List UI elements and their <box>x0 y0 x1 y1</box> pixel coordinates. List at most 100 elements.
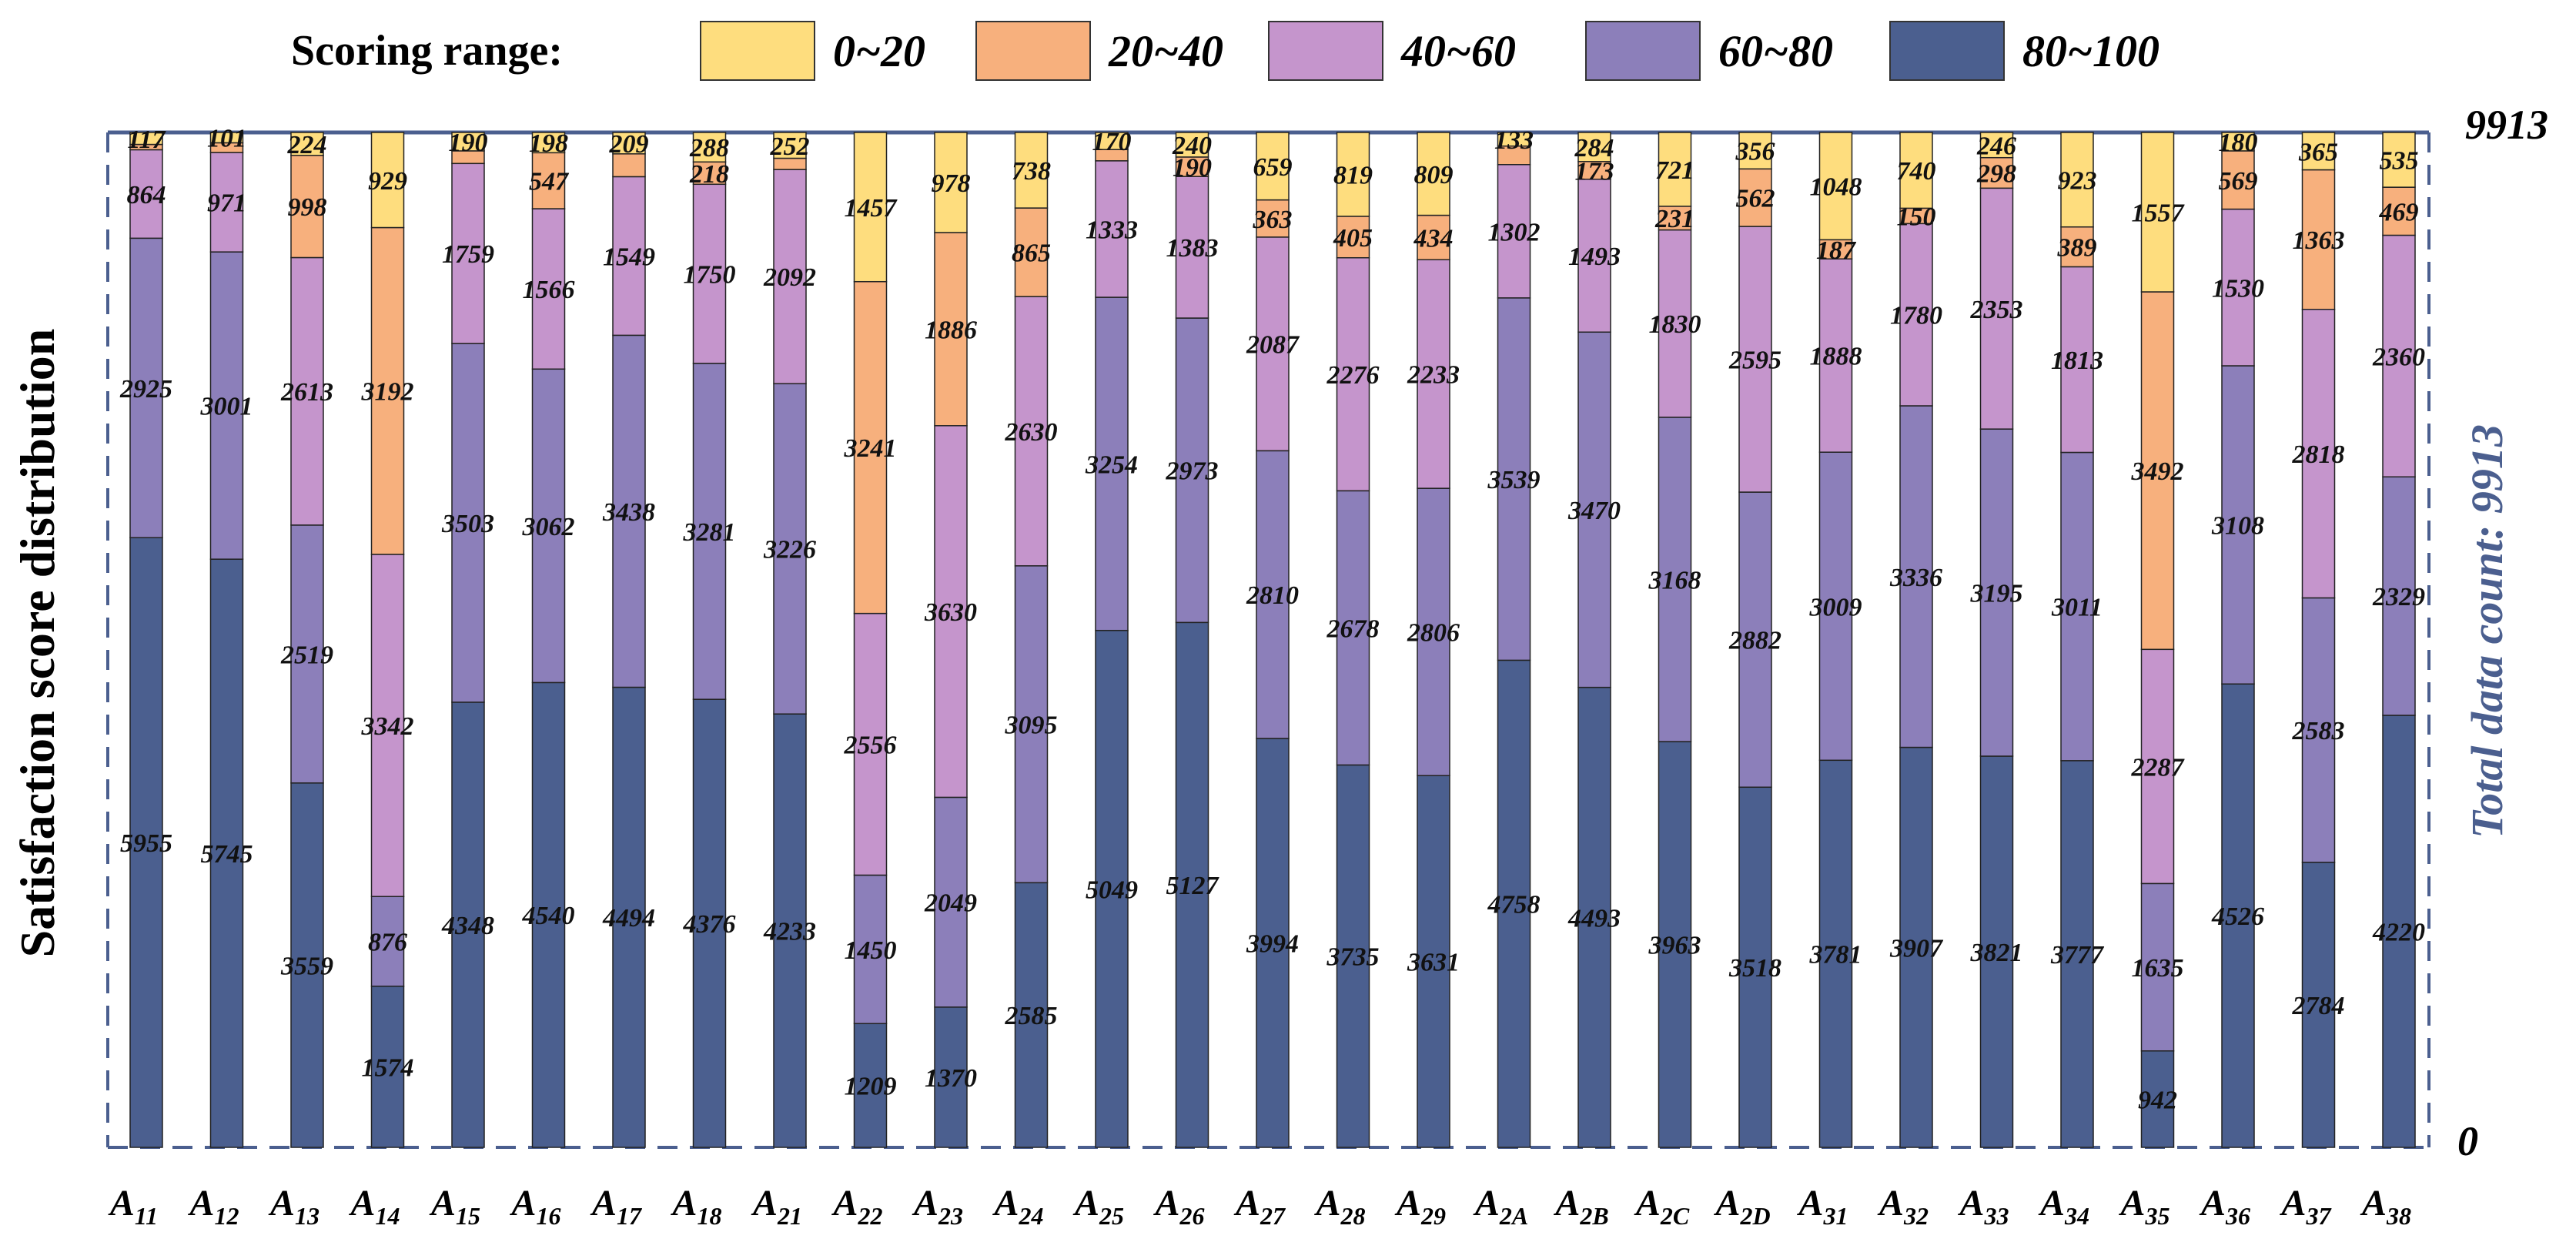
data-label-A2B-60~80: 3470 <box>1567 497 1621 525</box>
bar-segment-A37-80~100 <box>2301 862 2336 1148</box>
bar-segment-A22-0~20 <box>853 132 888 283</box>
bar-segment-A16-40~60 <box>531 208 566 370</box>
data-label-A23-20~40: 1886 <box>925 316 977 344</box>
data-label-A35-80~100: 942 <box>2138 1086 2177 1114</box>
data-label-A23-80~100: 1370 <box>925 1064 977 1093</box>
legend-label-0~20: 0~20 <box>833 26 925 76</box>
x-tick-label-A11: A11 <box>108 1183 158 1230</box>
x-tick-label-A12: A12 <box>187 1183 239 1230</box>
x-tick-label-A34: A34 <box>2038 1183 2089 1230</box>
data-label-A13-40~60: 2613 <box>280 378 333 407</box>
data-label-A29-40~60: 2233 <box>1407 361 1460 390</box>
bar-segment-A2D-0~20 <box>1738 132 1772 170</box>
data-label-A28-20~40: 405 <box>1333 224 1373 253</box>
bar-segment-A2D-80~100 <box>1738 786 1772 1148</box>
bar-segment-A14-20~40 <box>370 226 405 555</box>
bar-segment-A2C-0~20 <box>1658 132 1692 207</box>
data-label-A16-80~100: 4540 <box>522 902 575 930</box>
bar-segment-A36-0~20 <box>2221 132 2255 152</box>
bar-segment-A12-0~20 <box>209 132 244 144</box>
bar-segment-A11-80~100 <box>129 537 163 1148</box>
bar-segment-A38-0~20 <box>2382 132 2416 188</box>
x-tick-label-A17: A17 <box>590 1183 643 1230</box>
data-label-A29-80~100: 3631 <box>1407 949 1460 977</box>
bar-segment-A23-0~20 <box>934 132 968 233</box>
x-tick-label-A2D: A2D <box>1713 1183 1770 1230</box>
bar-segment-A24-60~80 <box>1014 565 1049 884</box>
data-label-A18-40~60: 1750 <box>684 261 736 290</box>
bar-segment-A13-0~20 <box>290 132 324 156</box>
data-label-A34-0~20: 923 <box>2058 166 2097 195</box>
bar-segment-A26-40~60 <box>1175 176 1209 319</box>
data-label-A2D-40~60: 2595 <box>1728 347 1781 375</box>
data-label-A32-80~100: 3907 <box>1889 934 1944 963</box>
bar-segment-A23-80~100 <box>934 1006 968 1148</box>
data-label-A22-80~100: 1209 <box>845 1073 897 1101</box>
x-tick-label-A31: A31 <box>1796 1183 1848 1230</box>
bar-segment-A25-80~100 <box>1095 629 1129 1148</box>
data-label-A13-60~80: 2519 <box>280 641 333 669</box>
bar-segment-A28-40~60 <box>1336 256 1370 492</box>
data-label-A16-0~20: 198 <box>529 129 568 158</box>
data-label-A17-80~100: 4494 <box>602 904 655 933</box>
bar-segment-A35-40~60 <box>2140 648 2175 885</box>
bar-segment-A17-80~100 <box>612 686 646 1148</box>
data-label-A37-80~100: 2784 <box>2292 992 2345 1020</box>
x-tick-label-A14: A14 <box>348 1183 400 1230</box>
data-label-A18-0~20: 288 <box>689 134 729 162</box>
x-tick-label-A37: A37 <box>2279 1183 2332 1230</box>
bar-segment-A29-40~60 <box>1417 259 1450 489</box>
bar-segment-A21-40~60 <box>773 169 807 385</box>
x-tick-label-A24: A24 <box>992 1183 1043 1230</box>
x-tick-label-A27: A27 <box>1233 1183 1286 1230</box>
data-label-A2A-40~60: 1302 <box>1488 218 1541 246</box>
bar-segment-A13-80~100 <box>290 782 324 1148</box>
bar-segment-A27-0~20 <box>1256 132 1290 201</box>
data-label-A23-60~80: 2049 <box>924 889 977 918</box>
bar-segment-A2C-40~60 <box>1658 229 1692 418</box>
bar-segment-A37-0~20 <box>2301 132 2336 171</box>
data-label-A27-40~60: 2087 <box>1246 331 1300 360</box>
bar-segment-A2B-0~20 <box>1577 132 1611 162</box>
bar-segment-A24-40~60 <box>1014 296 1049 567</box>
data-label-A15-60~80: 3503 <box>441 510 494 538</box>
data-label-A26-20~40: 190 <box>1173 154 1212 182</box>
bar-segment-A28-20~40 <box>1336 216 1370 259</box>
data-label-A25-40~60: 1333 <box>1086 216 1138 244</box>
data-label-A2D-0~20: 356 <box>1735 138 1775 166</box>
legend-swatch-0~20 <box>700 21 815 81</box>
data-label-A2B-40~60: 1493 <box>1568 243 1621 271</box>
data-label-A2A-60~80: 3539 <box>1487 466 1541 494</box>
legend-swatch-20~40 <box>975 21 1091 81</box>
data-label-A25-60~80: 3254 <box>1085 450 1138 479</box>
bar-segment-A29-80~100 <box>1417 775 1450 1148</box>
data-label-A38-0~20: 535 <box>2380 147 2419 176</box>
data-label-A18-80~100: 4376 <box>683 910 736 939</box>
legend-label-20~40: 20~40 <box>1108 26 1223 76</box>
data-label-A24-20~40: 865 <box>1012 239 1051 268</box>
data-label-A25-0~20: 170 <box>1092 128 1132 156</box>
data-label-A21-60~80: 3226 <box>763 536 816 564</box>
data-label-A15-80~100: 4348 <box>441 912 494 940</box>
data-label-A35-0~20: 1557 <box>2132 199 2186 228</box>
data-label-A2C-60~80: 3168 <box>1648 566 1701 594</box>
x-tick-label-A36: A36 <box>2199 1183 2250 1230</box>
bar-segment-A31-40~60 <box>1818 258 1853 453</box>
data-label-A27-80~100: 3994 <box>1246 929 1299 958</box>
x-tick-label-A13: A13 <box>268 1183 319 1230</box>
data-label-A31-60~80: 3009 <box>1809 593 1862 621</box>
bar-segment-A15-0~20 <box>451 132 485 152</box>
bar-segment-A18-0~20 <box>692 132 727 163</box>
x-tick-label-A29: A29 <box>1394 1183 1446 1230</box>
bar-segment-A26-60~80 <box>1175 317 1209 624</box>
legend-swatch-60~80 <box>1585 21 1701 81</box>
bar-segment-A33-60~80 <box>1979 428 2014 757</box>
bar-segment-A22-80~100 <box>853 1023 888 1148</box>
bar-segment-A13-60~80 <box>290 524 324 784</box>
x-tick-label-A22: A22 <box>831 1183 882 1230</box>
data-label-A33-40~60: 2353 <box>1970 296 2023 324</box>
bar-segment-A24-80~100 <box>1014 882 1049 1148</box>
bar-segment-A11-40~60 <box>129 149 163 239</box>
data-label-A33-80~100: 3821 <box>1970 939 2023 967</box>
data-label-A15-40~60: 1759 <box>442 240 494 269</box>
